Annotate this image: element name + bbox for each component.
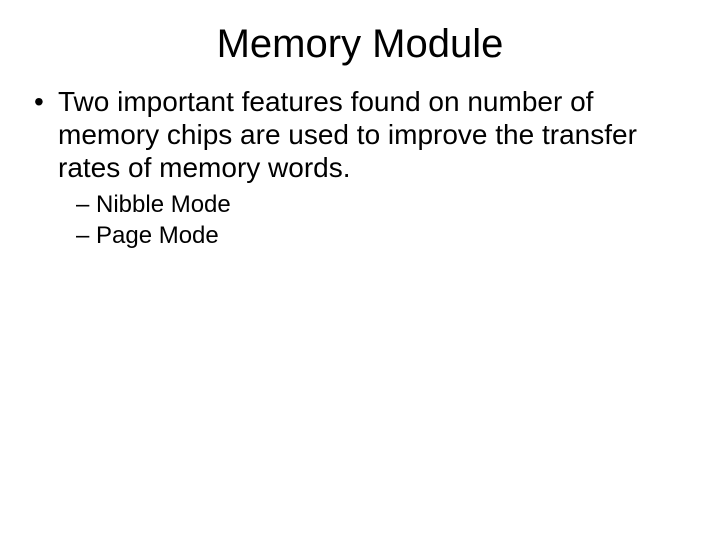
bullet-item: Two important features found on number o… — [28, 85, 692, 250]
sub-bullet-item: Page Mode — [76, 221, 692, 250]
bullet-list: Two important features found on number o… — [28, 85, 692, 250]
sub-bullet-text: Page Mode — [96, 222, 219, 249]
sub-bullet-item: Nibble Mode — [76, 190, 692, 219]
bullet-text: Two important features found on number o… — [58, 86, 637, 183]
slide: Memory Module Two important features fou… — [0, 0, 720, 540]
slide-body: Two important features found on number o… — [0, 67, 720, 250]
slide-title: Memory Module — [0, 0, 720, 67]
sub-bullet-text: Nibble Mode — [96, 191, 231, 218]
sub-bullet-list: Nibble Mode Page Mode — [58, 190, 692, 250]
